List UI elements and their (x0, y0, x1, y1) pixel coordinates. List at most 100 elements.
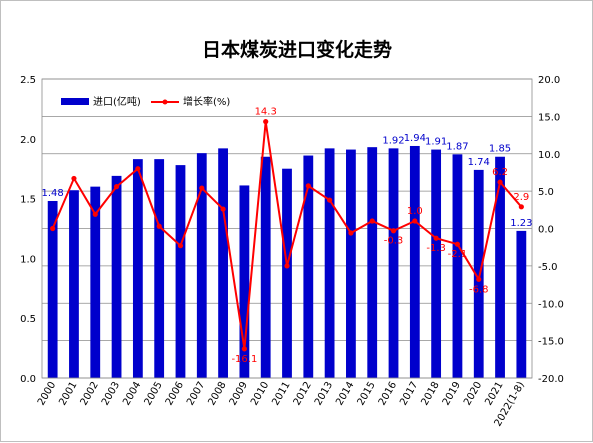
line-point (369, 218, 375, 224)
x-tick-label: 2003 (100, 380, 122, 408)
bar (367, 147, 378, 378)
bar (239, 185, 250, 378)
y-right-tick-label: 0.0 (538, 225, 554, 236)
bar (111, 175, 122, 378)
x-tick-label: 2019 (441, 380, 463, 408)
bar (346, 149, 356, 378)
bar-data-label: 1.48 (42, 188, 64, 199)
line-data-label: 1.0 (407, 206, 423, 217)
line-point (156, 223, 162, 229)
bar (473, 169, 484, 378)
line-point (177, 243, 184, 249)
line-point (433, 235, 439, 241)
bar (452, 154, 463, 378)
line-point (476, 276, 482, 282)
line-series (50, 119, 524, 352)
x-tick-label: 2010 (249, 380, 271, 408)
line-point (518, 204, 524, 210)
x-tick-label: 2020 (462, 380, 484, 408)
x-tick-label: 2021 (483, 380, 505, 408)
line-data-label: -16.1 (231, 354, 257, 365)
plot-frame (41, 78, 533, 379)
bar-data-label: 1.23 (510, 218, 532, 229)
bar-series (47, 145, 527, 378)
bar (282, 168, 292, 378)
bar (196, 153, 207, 378)
x-tick-label: 2007 (185, 380, 207, 408)
line-data-label: -1.3 (426, 243, 446, 254)
x-tick-label: 2009 (228, 380, 250, 408)
bar (303, 155, 314, 378)
line-point (135, 166, 141, 172)
line-data-label: -6.8 (469, 284, 489, 295)
line-point (497, 179, 503, 185)
bar-data-label: 1.85 (489, 144, 511, 155)
x-tick-label: 2006 (164, 380, 186, 408)
x-tick-label: 2014 (334, 380, 356, 408)
bar (90, 186, 101, 378)
bar (516, 230, 527, 378)
y-left-tick-label: 2.5 (20, 75, 36, 86)
y-right-tick-label: -10.0 (538, 299, 564, 310)
line-data-label: -2.1 (448, 249, 468, 260)
line-point (348, 230, 354, 236)
y-left-tick-label: 0.5 (20, 314, 36, 325)
line-point (113, 184, 120, 190)
y-right-tick-label: -15.0 (538, 337, 564, 348)
line-point (241, 346, 247, 352)
bar (218, 148, 228, 378)
bar (132, 159, 143, 378)
x-tick-label: 2005 (143, 380, 165, 408)
y-right-tick-label: 15.0 (538, 112, 560, 123)
bar (409, 145, 420, 378)
bar-data-label: 1.87 (446, 141, 468, 152)
bar (431, 149, 442, 378)
x-tick-label: 2012 (292, 380, 314, 408)
x-tick-label: 2017 (398, 380, 420, 408)
line-data-label: 14.3 (255, 107, 277, 118)
line-data-label: -0.3 (384, 236, 404, 247)
bar (388, 148, 399, 378)
line-data-label: 2.9 (513, 192, 529, 203)
legend-line-label: 增长率(%) (183, 95, 230, 108)
legend: 进口(亿吨) 增长率(%) (61, 95, 230, 108)
bar (154, 159, 165, 378)
x-tick-label: 2018 (419, 380, 441, 408)
line-point (71, 175, 77, 182)
line-point (390, 228, 397, 234)
x-tick-label: 2001 (57, 380, 79, 408)
y-left-tick-label: 1.0 (20, 254, 36, 265)
legend-bar-label: 进口(亿吨) (93, 95, 141, 108)
legend-line-marker (162, 99, 168, 105)
bar (324, 148, 335, 378)
line-data-label: 6.2 (492, 167, 508, 178)
y-right-tick-label: -5.0 (538, 262, 558, 273)
line-point (263, 119, 269, 125)
y-right-tick-label: 20.0 (538, 75, 560, 86)
data-labels: 1.48 1.92 1.94 1.91 1.871.74 1.85 1.23 -16.1 14.… (42, 107, 533, 365)
bar (69, 190, 79, 378)
line-point (92, 211, 98, 217)
line-point (220, 206, 226, 212)
legend-bar-swatch (61, 98, 89, 105)
y-right-tick-label: -20.0 (538, 374, 564, 385)
line-point (327, 197, 333, 203)
line-point (305, 183, 311, 189)
line-point (50, 225, 56, 232)
y-left-tick-label: 2.0 (20, 135, 36, 146)
bar (47, 200, 58, 378)
chart-title: 日本煤炭进口变化走势 (202, 38, 392, 61)
bar (175, 165, 186, 378)
bar-data-label: 1.74 (468, 157, 490, 168)
y-right-tick-label: 10.0 (538, 150, 560, 161)
y-right-tick-label: 5.0 (538, 187, 554, 198)
x-tick-label: 2013 (313, 380, 335, 408)
x-tick-label: 2004 (121, 380, 143, 408)
y-left-tick-label: 1.5 (20, 195, 36, 206)
x-tick-label: 2016 (377, 380, 399, 408)
bar-data-label: 1.92 (382, 135, 404, 146)
bar-data-label: 1.91 (425, 137, 447, 148)
bar-data-label: 1.94 (404, 133, 426, 144)
